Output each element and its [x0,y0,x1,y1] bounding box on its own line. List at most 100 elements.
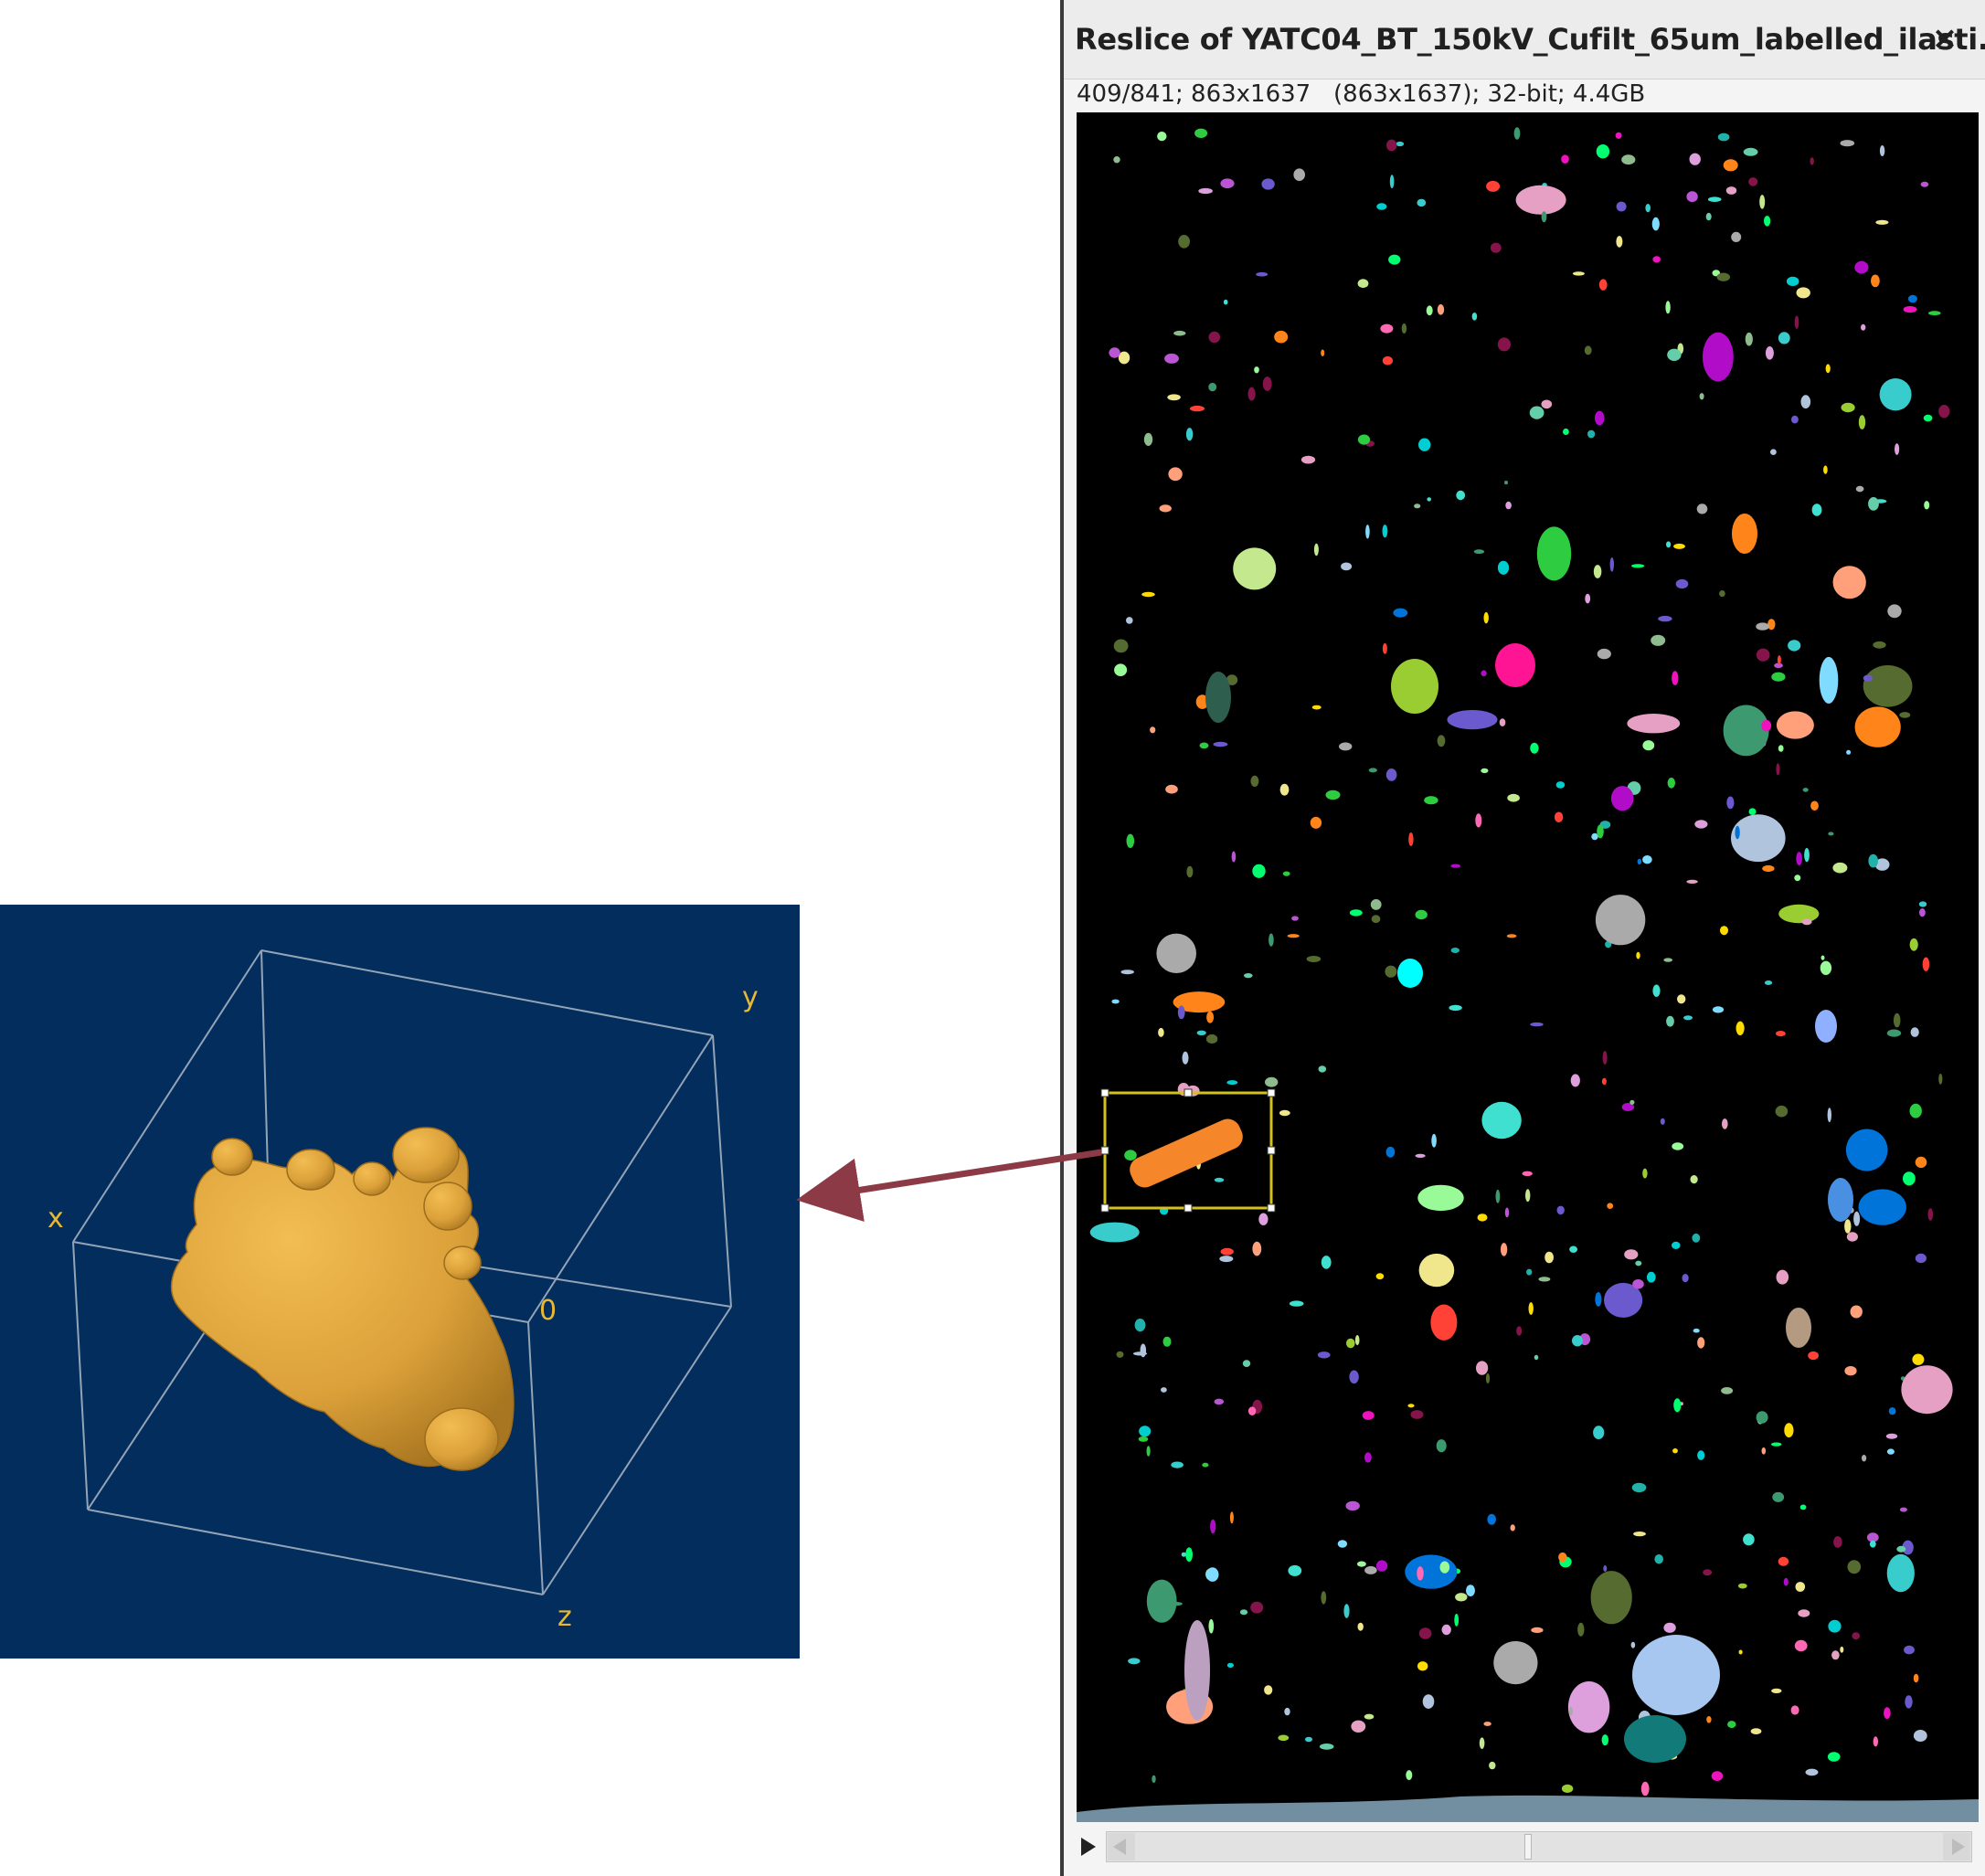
particle [1156,933,1196,973]
particle [1722,1118,1728,1129]
particle [1506,934,1517,938]
particle [1743,147,1758,156]
particle [1226,1662,1234,1669]
particle [1113,639,1129,653]
window-titlebar[interactable]: Reslice of YATC04_BT_150kV_Cufilt_65um_l… [1064,0,1985,79]
particle [1208,331,1221,344]
scroll-left-arrow-icon[interactable] [1108,1833,1135,1860]
particle [1879,145,1885,156]
particle [1415,1153,1426,1158]
particle [1637,858,1642,865]
play-icon[interactable] [1077,1833,1099,1860]
particle [1530,1022,1544,1027]
particle [1538,1277,1551,1282]
particle [1756,648,1770,662]
particle [1357,1561,1366,1567]
particle [1654,1554,1663,1564]
particle [1375,1560,1388,1572]
particle [1426,305,1433,316]
particle [1903,1171,1916,1186]
stack-slider-thumb[interactable] [1523,1834,1532,1860]
particle [1288,1564,1302,1576]
particle [1526,1268,1533,1276]
particle [1495,1189,1501,1203]
particle [1205,672,1231,723]
particle [1567,1681,1610,1733]
particle [1430,1304,1458,1341]
particle [1536,526,1572,581]
particle [1162,1336,1172,1347]
particle [1595,1292,1602,1307]
particle [1699,393,1704,400]
particle [1771,1688,1782,1693]
particle [1194,128,1208,138]
particle [1126,617,1133,624]
particle [1264,1685,1273,1695]
particle [1874,858,1890,871]
particle [1873,1736,1878,1747]
particle [1345,1500,1360,1511]
particle [1786,1308,1811,1348]
particle [1198,187,1213,195]
particle [1624,1249,1639,1260]
particle [1590,1571,1632,1625]
particle [1489,1761,1496,1770]
close-icon[interactable]: × [1931,20,1958,57]
roi-handle [1267,1203,1276,1213]
particle [1558,1552,1567,1563]
particle [1846,1232,1858,1242]
particle [1811,503,1822,516]
particle [1764,980,1773,985]
particle [1321,1591,1327,1605]
particle [1405,1554,1458,1589]
particle [1190,405,1205,412]
particle [1593,565,1602,578]
particle [1513,127,1521,140]
particle [1696,503,1708,514]
particle [1268,933,1274,947]
image-window[interactable]: Reslice of YATC04_BT_150kV_Cufilt_65um_l… [1060,0,1985,1876]
particle [1252,1241,1262,1256]
particle [1185,428,1194,441]
scroll-right-arrow-icon[interactable] [1943,1833,1970,1860]
particle [1587,429,1596,439]
particle [1239,1609,1248,1616]
particle [1723,705,1769,757]
particle [1223,299,1228,305]
particle [1850,1305,1863,1319]
particle [1632,1635,1720,1715]
particle [1658,615,1672,622]
particle [1705,212,1712,221]
particle [1311,705,1322,710]
particle [1568,1706,1573,1716]
particle [1776,763,1780,776]
particle [1827,1752,1841,1762]
particle [1601,1734,1608,1746]
particle [1529,406,1544,419]
particle [1291,916,1299,921]
particle [1126,833,1135,848]
particle [1852,1632,1860,1640]
roi-handle [1184,1088,1193,1097]
stack-slider[interactable] [1106,1831,1972,1862]
3d-viewer[interactable]: x y z 0 [0,905,800,1659]
particle [1913,1673,1919,1683]
particle [1563,428,1569,436]
particle [1665,301,1671,314]
particle [1481,768,1489,774]
particle [1385,965,1397,978]
particle [1572,1335,1583,1347]
particle [1570,1074,1580,1087]
particle [1422,1694,1435,1709]
particle [1815,1010,1837,1043]
particle [1738,1649,1743,1655]
particle [1134,1319,1146,1332]
roi-handle [1267,1146,1276,1155]
particle [1220,1247,1234,1256]
particle [1382,525,1388,538]
particle [1896,1545,1906,1553]
slice-canvas[interactable] [1077,112,1979,1822]
particle [1666,541,1672,548]
particle [1143,432,1153,446]
particle [1591,832,1598,841]
